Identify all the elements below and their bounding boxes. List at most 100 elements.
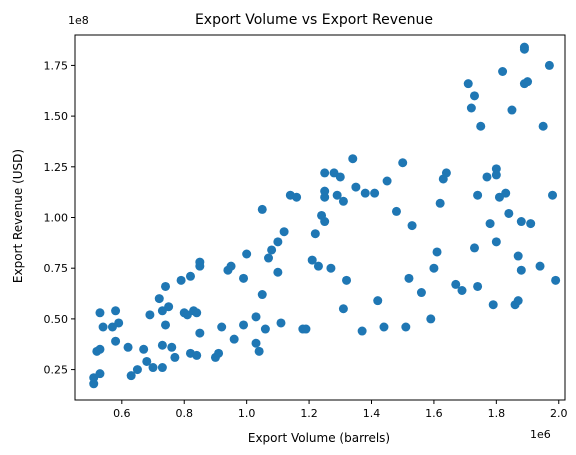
data-point: [482, 172, 492, 182]
data-point: [398, 158, 408, 168]
x-tick-label: 0.8: [175, 407, 193, 420]
data-point: [451, 279, 461, 289]
data-point: [351, 182, 361, 192]
data-point: [507, 105, 517, 115]
data-point: [98, 322, 108, 332]
data-point: [342, 275, 352, 285]
x-tick-label: 1.0: [238, 407, 256, 420]
data-point: [435, 198, 445, 208]
data-point: [123, 342, 133, 352]
data-point: [257, 204, 267, 214]
data-point: [164, 302, 174, 312]
data-point: [267, 245, 277, 255]
data-point: [407, 221, 417, 231]
data-point: [348, 154, 358, 164]
data-point: [370, 188, 380, 198]
data-point: [195, 328, 205, 338]
data-point: [320, 168, 330, 178]
y-tick-label: 0.25: [44, 364, 69, 377]
data-point: [260, 324, 270, 334]
data-point: [469, 243, 479, 253]
data-point: [504, 208, 514, 218]
data-point: [111, 336, 121, 346]
data-point: [313, 261, 323, 271]
data-point: [145, 310, 155, 320]
data-point: [544, 60, 554, 70]
ticks-layer: 0.6 0.8 1.0 1.2 1.4 1.6 1.8 2.0 0.25 0.50 0.75 1.00…: [44, 59, 568, 420]
data-point: [301, 324, 311, 334]
data-point: [429, 263, 439, 273]
data-point: [516, 217, 526, 227]
data-point: [516, 265, 526, 275]
data-point: [170, 352, 180, 362]
y-axis-label: Export Revenue (USD): [11, 149, 25, 283]
data-point: [382, 176, 392, 186]
data-point: [373, 296, 383, 306]
data-point: [332, 190, 342, 200]
data-point: [441, 168, 451, 178]
data-point: [416, 288, 426, 298]
data-point: [485, 219, 495, 229]
data-point: [469, 91, 479, 101]
data-point: [185, 271, 195, 281]
x-tick-label: 2.0: [550, 407, 568, 420]
data-point: [548, 190, 558, 200]
y-tick-label: 1.25: [44, 161, 69, 174]
data-point: [463, 79, 473, 89]
data-point: [239, 320, 249, 330]
data-point: [526, 219, 536, 229]
data-point: [320, 217, 330, 227]
data-point: [142, 356, 152, 366]
data-point: [276, 318, 286, 328]
data-point: [404, 273, 414, 283]
x-tick-label: 1.4: [363, 407, 381, 420]
data-point: [273, 267, 283, 277]
data-point: [491, 164, 501, 174]
data-point: [157, 340, 167, 350]
data-point: [401, 322, 411, 332]
data-point: [279, 227, 289, 237]
data-point: [326, 263, 336, 273]
data-point: [161, 320, 171, 330]
data-point: [126, 371, 136, 381]
data-point: [466, 103, 476, 113]
data-point: [473, 190, 483, 200]
data-point: [167, 342, 177, 352]
data-point: [217, 322, 227, 332]
x-axis-label: Export Volume (barrels): [248, 431, 390, 445]
data-point: [513, 296, 523, 306]
data-point: [338, 196, 348, 206]
data-point: [95, 344, 105, 354]
data-point: [176, 275, 186, 285]
data-point: [535, 261, 545, 271]
data-point: [488, 300, 498, 310]
data-point: [360, 188, 370, 198]
data-point: [239, 273, 249, 283]
data-point: [307, 255, 317, 265]
data-point: [226, 261, 236, 271]
data-point: [161, 281, 171, 291]
data-point: [513, 251, 523, 261]
points-layer: [89, 42, 561, 389]
plot-frame: [74, 34, 566, 401]
data-point: [523, 77, 533, 87]
data-point: [457, 286, 467, 295]
data-point: [476, 121, 486, 131]
data-point: [273, 237, 283, 247]
data-point: [310, 229, 320, 239]
data-point: [391, 206, 401, 216]
data-point: [157, 363, 167, 373]
data-point: [251, 312, 261, 322]
data-point: [426, 314, 436, 324]
data-point: [519, 44, 529, 54]
data-point: [192, 308, 202, 318]
data-point: [148, 363, 158, 373]
data-point: [111, 306, 121, 316]
y-tick-label: 0.50: [44, 313, 69, 326]
x-offset-label: 1e6: [530, 428, 551, 441]
chart-title: Export Volume vs Export Revenue: [195, 12, 433, 28]
data-point: [357, 326, 367, 336]
data-point: [338, 304, 348, 314]
x-tick-label: 1.2: [300, 407, 318, 420]
data-point: [95, 308, 105, 318]
